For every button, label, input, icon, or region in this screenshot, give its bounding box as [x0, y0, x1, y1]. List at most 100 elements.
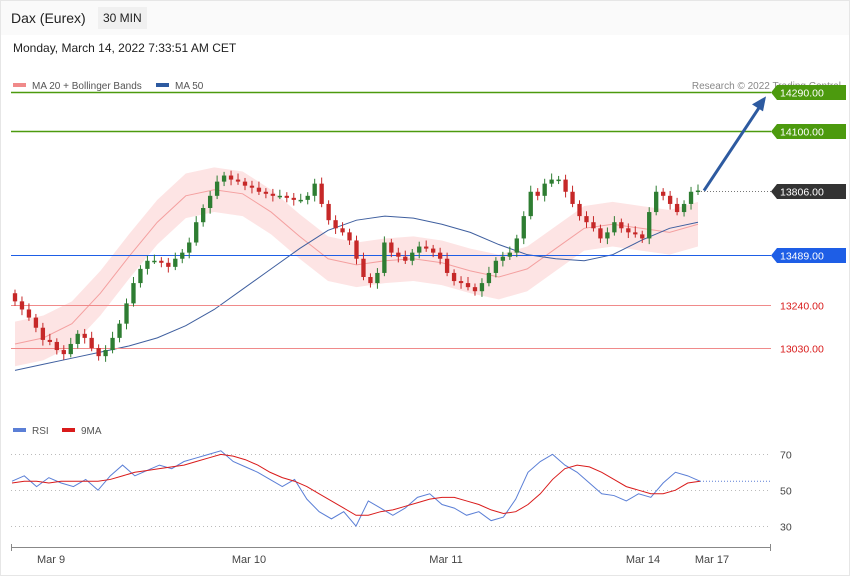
candle — [173, 258, 178, 267]
timeframe-button[interactable]: 30 MIN — [98, 7, 147, 29]
candle — [159, 260, 164, 263]
rsi-ma-line — [11, 453, 701, 516]
candle — [228, 175, 234, 180]
candle — [124, 303, 129, 324]
candle — [507, 252, 512, 257]
candle — [479, 283, 485, 292]
candle — [361, 258, 366, 277]
candle — [187, 242, 192, 253]
candle — [633, 232, 638, 235]
candle — [591, 222, 596, 229]
candle — [451, 272, 457, 282]
candle — [145, 260, 150, 269]
candle — [47, 339, 53, 342]
candle — [570, 191, 575, 204]
candle — [54, 341, 59, 351]
candle — [19, 301, 25, 310]
candle — [347, 232, 352, 241]
candle — [368, 277, 373, 284]
level-label-3: 13489.00 — [780, 251, 824, 263]
candle — [647, 212, 652, 239]
candle — [326, 203, 331, 221]
rsi-line — [11, 450, 701, 527]
candle — [584, 216, 589, 223]
candle — [500, 256, 506, 261]
candle — [640, 234, 645, 239]
candle — [75, 333, 80, 344]
candle — [577, 203, 582, 217]
level-label-2: 13806.00 — [780, 187, 824, 199]
candle — [493, 260, 499, 273]
candle — [305, 195, 310, 200]
level-tag-0 — [771, 85, 846, 100]
candle — [263, 191, 269, 194]
candle — [284, 195, 289, 198]
candle — [674, 203, 680, 213]
candle — [458, 281, 464, 284]
level-label-1: 14100.00 — [780, 127, 824, 139]
candle — [298, 199, 303, 202]
candle — [556, 179, 561, 182]
candle — [214, 181, 220, 196]
candle — [138, 268, 143, 284]
candle — [549, 179, 554, 184]
ma20-line — [14, 189, 699, 345]
candle — [180, 252, 185, 259]
level-label-5: 13030.00 — [780, 344, 824, 356]
candle — [375, 272, 380, 284]
level-label-4: 13240.00 — [780, 301, 824, 313]
candle — [249, 185, 255, 188]
candle — [563, 179, 568, 192]
legend-ma50-label: MA 50 — [175, 81, 204, 92]
candle — [465, 283, 471, 288]
candle — [535, 191, 540, 196]
candle — [194, 222, 199, 243]
candle — [403, 256, 408, 261]
legend-rsi-ma-label: 9MA — [81, 426, 102, 437]
candle — [242, 181, 248, 186]
candle — [221, 175, 227, 182]
candle — [333, 220, 338, 229]
candle — [33, 317, 39, 328]
candle — [605, 232, 610, 239]
forecast-arrow-shaft — [702, 105, 762, 192]
bollinger-band — [15, 167, 698, 367]
candle — [626, 228, 631, 233]
candle — [382, 242, 387, 273]
candle — [528, 191, 533, 217]
candle — [472, 287, 478, 292]
candle — [201, 208, 206, 223]
candle — [82, 333, 87, 338]
legend-ma20-label: MA 20 + Bollinger Bands — [32, 81, 142, 92]
legend-ma20: MA 20 + Bollinger Bands — [13, 81, 142, 92]
candle — [417, 246, 422, 253]
timestamp: Monday, March 14, 2022 7:33:51 AM CET — [13, 41, 237, 55]
candle — [424, 246, 429, 249]
candle — [270, 193, 276, 196]
candle — [319, 183, 324, 204]
candle — [660, 191, 666, 196]
candle — [68, 343, 73, 355]
level-label-0: 14290.00 — [780, 88, 824, 100]
legend-rsi: RSI — [13, 426, 49, 437]
candle — [340, 228, 345, 233]
legend-rsi-label: RSI — [32, 426, 49, 437]
candle — [619, 222, 624, 229]
candle — [667, 195, 673, 204]
candle — [110, 337, 115, 351]
candle — [166, 262, 171, 267]
legend-rsi-ma: 9MA — [62, 426, 102, 437]
candle — [256, 187, 262, 192]
candle — [410, 252, 415, 261]
rsi-swatch — [13, 428, 26, 433]
candle — [235, 179, 241, 182]
candle — [117, 323, 122, 338]
instrument-title: Dax (Eurex) — [11, 10, 86, 26]
candle — [612, 222, 617, 233]
candle — [389, 242, 394, 253]
candle — [688, 191, 694, 204]
candle — [695, 190, 701, 193]
candle — [152, 260, 157, 263]
forecast-arrow-head — [752, 96, 766, 112]
